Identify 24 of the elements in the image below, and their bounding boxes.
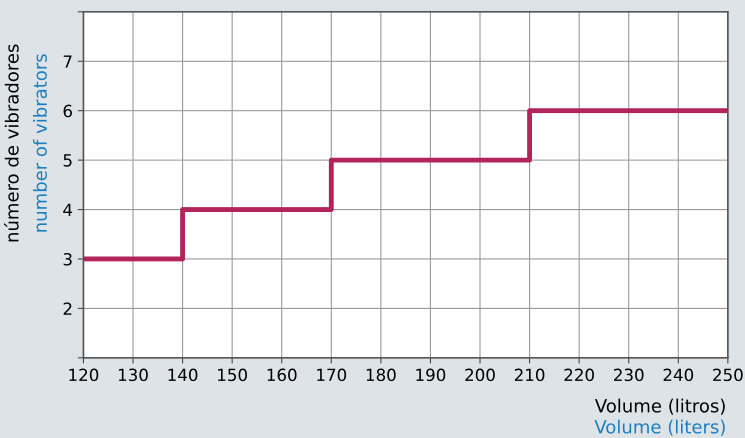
y-tick-label: 3 [64,252,72,266]
x-tick-label: 140 [168,368,198,382]
x-tick-label: 130 [118,368,148,382]
x-tick-label: 170 [317,368,346,382]
text: number of vibrators [32,54,47,232]
x-axis-title: Volume (litros) [594,398,725,415]
x-tick-label: 120 [69,368,98,382]
x-tick-label: 160 [268,368,297,382]
x-tick-label: 220 [564,368,594,382]
y-tick-label: 6 [64,104,72,118]
x-tick-label: 150 [218,368,247,382]
x-tick-label: 180 [366,368,396,382]
x-tick-label: 190 [416,368,446,382]
x-tick-label: 240 [664,368,694,382]
x-tick-label: 210 [514,368,544,382]
y-tick-label: 5 [64,154,72,167]
y-axis-title: número de vibradores [4,44,19,242]
x-tick-label: 230 [614,368,644,382]
y-tick-label: 7 [64,55,72,68]
x-tick-label: 250 [713,368,743,382]
text: Volume (liters) [594,420,725,436]
x-tick-label: 200 [465,368,495,382]
y-tick-label: 4 [63,204,72,216]
y-tick-label: 2 [64,302,72,315]
